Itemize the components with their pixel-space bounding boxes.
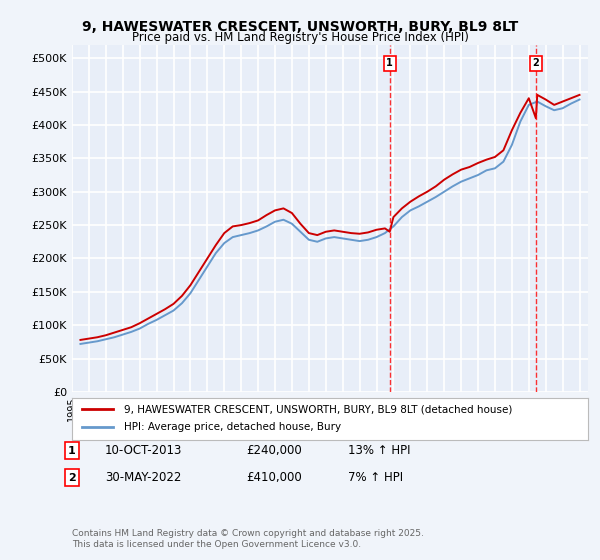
Text: £240,000: £240,000: [246, 444, 302, 458]
Text: 30-MAY-2022: 30-MAY-2022: [105, 471, 181, 484]
Text: HPI: Average price, detached house, Bury: HPI: Average price, detached house, Bury: [124, 422, 341, 432]
Text: 2: 2: [68, 473, 76, 483]
Text: £410,000: £410,000: [246, 471, 302, 484]
Text: 1: 1: [386, 58, 393, 68]
Text: 9, HAWESWATER CRESCENT, UNSWORTH, BURY, BL9 8LT (detached house): 9, HAWESWATER CRESCENT, UNSWORTH, BURY, …: [124, 404, 512, 414]
Text: 10-OCT-2013: 10-OCT-2013: [105, 444, 182, 458]
Text: Price paid vs. HM Land Registry's House Price Index (HPI): Price paid vs. HM Land Registry's House …: [131, 31, 469, 44]
Text: 2: 2: [533, 58, 539, 68]
Text: 1: 1: [68, 446, 76, 456]
Text: 9, HAWESWATER CRESCENT, UNSWORTH, BURY, BL9 8LT: 9, HAWESWATER CRESCENT, UNSWORTH, BURY, …: [82, 20, 518, 34]
Text: 7% ↑ HPI: 7% ↑ HPI: [348, 471, 403, 484]
Text: 13% ↑ HPI: 13% ↑ HPI: [348, 444, 410, 458]
Text: Contains HM Land Registry data © Crown copyright and database right 2025.
This d: Contains HM Land Registry data © Crown c…: [72, 529, 424, 549]
